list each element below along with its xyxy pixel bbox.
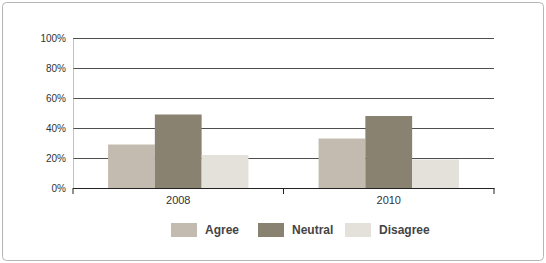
legend-swatch [258,223,284,237]
x-tick: 2010 [377,188,401,206]
y-tick-label: 80% [46,63,66,74]
chart: 0% 20% 40% 60% 80% 100% 2008 2010 Agree Neutral Di… [0,0,546,263]
y-tick-label: 0% [52,183,67,194]
legend-swatch [345,223,371,237]
y-tick: 20% [46,153,73,164]
y-tick: 100% [40,33,73,44]
bar [412,160,459,189]
bar [155,115,202,189]
y-tick: 80% [46,63,73,74]
legend-label: Agree [205,223,239,237]
y-axis-line [73,39,74,189]
legend-item: Neutral [258,223,333,237]
bar [108,145,155,189]
legend-item: Agree [171,223,239,237]
x-tick-label: 2010 [377,194,401,206]
grid-line [73,98,494,99]
y-tick: 40% [46,123,73,134]
legend-label: Neutral [292,223,333,237]
y-tick: 60% [46,93,73,104]
bar [319,139,366,189]
y-tick: 0% [52,183,73,194]
grid-line [73,68,494,69]
legend: Agree Neutral Disagree [171,223,430,237]
grid-line [73,128,494,129]
plot: 0% 20% 40% 60% 80% 100% 2008 2010 [40,33,494,206]
x-tick-label: 2008 [166,194,190,206]
group-separator [494,188,495,194]
group-separator [73,188,74,194]
x-axis: 2008 2010 [73,188,495,206]
group-separator [283,188,284,194]
bars [108,115,459,189]
grid [73,39,494,189]
frame [3,3,544,261]
y-axis: 0% 20% 40% 60% 80% 100% [40,33,73,194]
y-tick-label: 100% [40,33,66,44]
bar [202,155,249,188]
legend-swatch [171,223,197,237]
grid-line [73,38,494,39]
y-tick-label: 20% [46,153,66,164]
legend-label: Disagree [379,223,430,237]
y-tick-label: 60% [46,93,66,104]
x-tick: 2008 [166,188,190,206]
y-tick-label: 40% [46,123,66,134]
bar [365,116,412,188]
legend-item: Disagree [345,223,430,237]
